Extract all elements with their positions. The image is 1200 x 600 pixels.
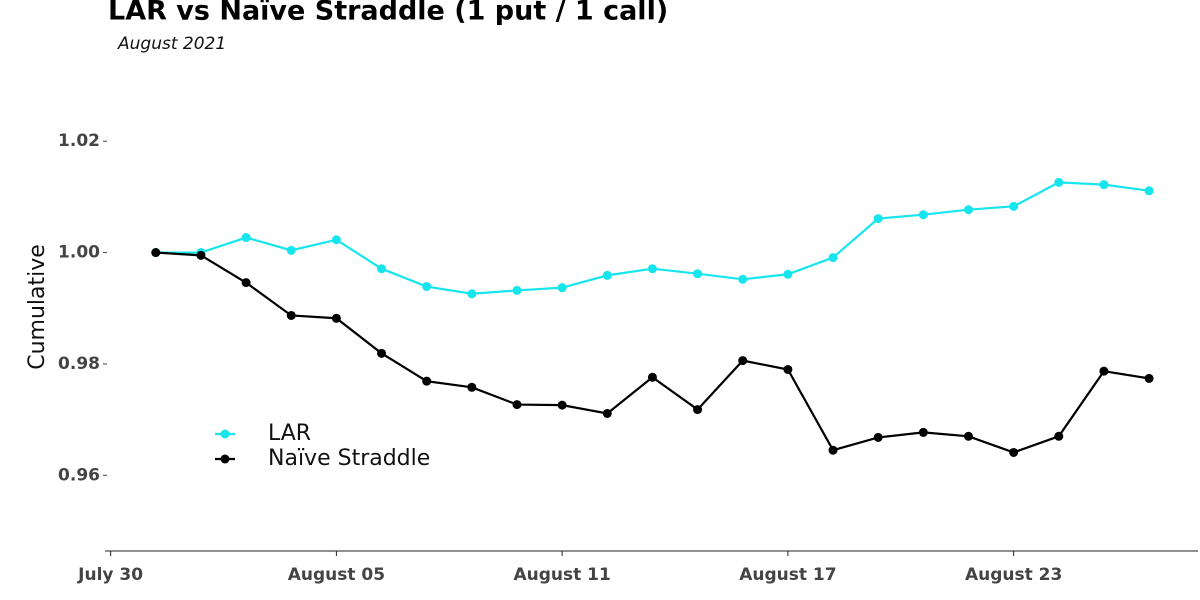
data-point	[1009, 447, 1019, 457]
data-point	[602, 270, 612, 280]
data-point	[963, 205, 973, 215]
chart-subtitle: August 2021	[117, 34, 226, 54]
data-point	[1144, 373, 1154, 383]
data-point	[693, 269, 703, 279]
data-point	[1009, 201, 1019, 211]
data-point	[1099, 366, 1109, 376]
series-line	[155, 181, 1150, 295]
data-point	[647, 264, 657, 274]
data-point	[828, 253, 838, 263]
data-point	[196, 250, 206, 260]
data-point	[873, 214, 883, 224]
legend-label: Naïve Straddle	[268, 446, 430, 471]
data-point	[467, 382, 477, 392]
data-point	[783, 269, 793, 279]
data-point	[783, 364, 793, 374]
data-point	[738, 274, 748, 284]
data-point	[557, 283, 567, 293]
legend-swatch-point	[220, 454, 230, 464]
data-point	[331, 313, 341, 323]
x-tick-label: August 11	[513, 565, 610, 585]
chart-title: LAR vs Naïve Straddle (1 put / 1 call)	[108, 0, 668, 27]
data-point	[377, 348, 387, 358]
data-point	[963, 431, 973, 441]
data-point	[241, 233, 251, 243]
data-point	[557, 400, 567, 410]
data-point	[828, 445, 838, 455]
legend-swatch-point	[220, 429, 230, 439]
data-point	[151, 248, 161, 258]
data-point	[331, 235, 341, 245]
data-point	[873, 432, 883, 442]
data-point	[1054, 177, 1064, 187]
y-tick-label: 1.02	[58, 131, 100, 151]
data-point	[286, 245, 296, 255]
data-point	[512, 400, 522, 410]
data-point	[422, 282, 432, 292]
data-point	[1054, 431, 1064, 441]
data-point	[467, 289, 477, 299]
y-tick-label: 0.98	[58, 354, 100, 374]
data-point	[1144, 186, 1154, 196]
data-point	[512, 285, 522, 295]
data-point	[738, 356, 748, 366]
data-point	[693, 405, 703, 415]
x-tick-label: August 17	[739, 565, 836, 585]
y-tick-label: 0.96	[58, 465, 100, 485]
x-tick-label: August 23	[965, 565, 1062, 585]
legend-label: LAR	[268, 421, 311, 446]
data-point	[647, 372, 657, 382]
data-point	[918, 427, 928, 437]
data-point	[422, 376, 432, 386]
x-tick-label: July 30	[77, 565, 143, 585]
data-point	[602, 408, 612, 418]
data-point	[1099, 180, 1109, 190]
y-axis-label: Cumulative	[25, 244, 50, 370]
data-point	[241, 278, 251, 288]
data-point	[377, 264, 387, 274]
x-tick-label: August 05	[288, 565, 385, 585]
data-point	[918, 210, 928, 220]
y-tick-label: 1.00	[58, 243, 100, 263]
data-point	[286, 310, 296, 320]
